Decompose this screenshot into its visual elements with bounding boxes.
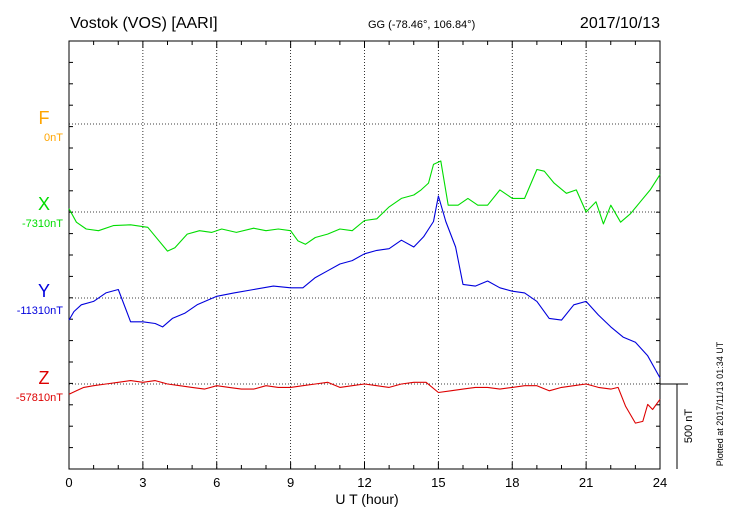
series-name-f: F xyxy=(39,108,50,128)
axis-ticks: 0 3 6 9 12 15 18 21 24 xyxy=(65,40,667,490)
chart-title: Vostok (VOS) [AARI] xyxy=(70,15,218,32)
series-baseline-label-z: -57810nT xyxy=(16,392,63,404)
x-tick-label: 21 xyxy=(579,475,593,490)
x-tick-label: 24 xyxy=(653,475,667,490)
series-labels: F 0nT X -7310nT Y -11310nT Z -57810nT xyxy=(16,108,63,404)
x-axis-label: U T (hour) xyxy=(335,491,398,507)
series-name-x: X xyxy=(38,194,50,214)
chart-subtitle: GG (-78.46°, 106.84°) xyxy=(368,19,475,31)
scale-label: 500 nT xyxy=(683,409,695,444)
x-tick-label: 3 xyxy=(139,475,146,490)
plotted-at-footer: Plotted at 2017/11/13 01:34 UT xyxy=(715,341,725,466)
series-line-z xyxy=(68,380,661,424)
scale-bar: 500 nT xyxy=(660,383,695,469)
series-baseline-label-f: 0nT xyxy=(44,132,63,144)
series-line-y xyxy=(68,195,661,379)
chart-date: 2017/10/13 xyxy=(580,15,660,32)
x-tick-label: 9 xyxy=(287,475,294,490)
x-tick-label: 18 xyxy=(505,475,519,490)
grid-lines xyxy=(69,41,660,469)
series-group xyxy=(68,160,661,424)
x-tick-label: 6 xyxy=(213,475,220,490)
series-name-y: Y xyxy=(38,281,50,301)
series-baseline-label-x: -7310nT xyxy=(22,218,63,230)
series-line-x xyxy=(68,160,661,252)
x-tick-label: 0 xyxy=(65,475,72,490)
series-baseline-label-y: -11310nT xyxy=(17,305,64,317)
x-tick-label: 15 xyxy=(431,475,445,490)
x-tick-label: 12 xyxy=(357,475,371,490)
series-name-z: Z xyxy=(39,368,50,388)
